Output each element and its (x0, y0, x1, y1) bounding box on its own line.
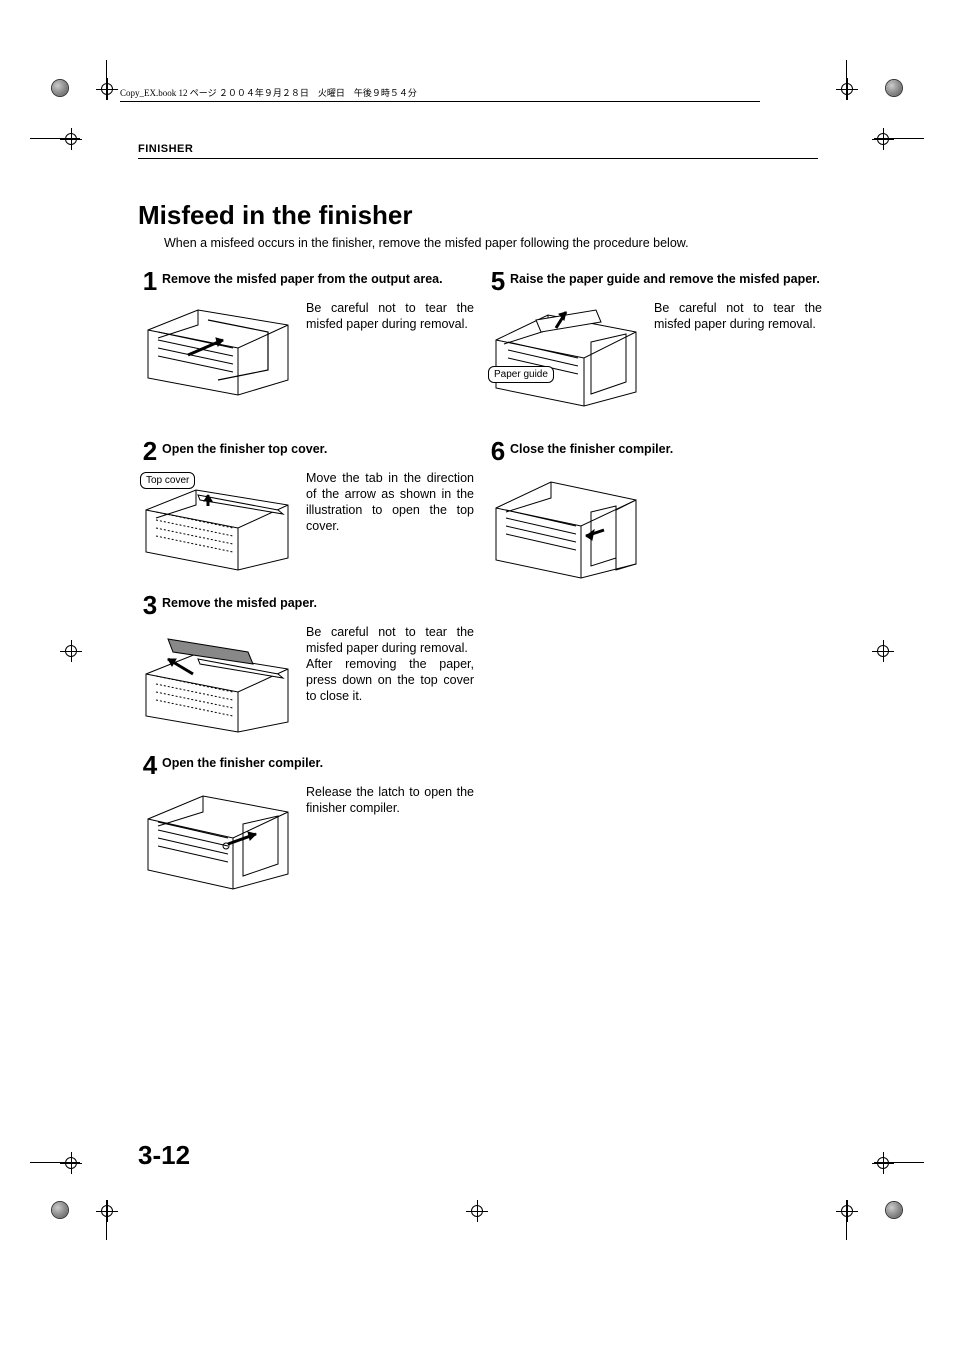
reg-mark-mid-center (466, 1200, 488, 1222)
reg-mark-mid-left (60, 640, 82, 662)
step-number: 2 (138, 438, 162, 464)
crop-line (106, 1200, 107, 1240)
step-4: 4 Open the finisher compiler. (138, 752, 474, 894)
figure-label: Paper guide (488, 366, 554, 383)
step-title: Open the finisher compiler. (162, 752, 323, 772)
step-text (654, 470, 822, 582)
crop-line (106, 60, 107, 100)
crop-line (874, 1162, 924, 1163)
step-figure (486, 470, 644, 582)
left-column: 1 Remove the misfed paper from the outpu… (138, 268, 474, 912)
step-figure: Paper guide (486, 300, 644, 408)
intro-text: When a misfeed occurs in the finisher, r… (164, 236, 689, 250)
crop-dot-bl (52, 1202, 68, 1218)
step-text: Be careful not to tear the misfed paper … (654, 300, 822, 408)
crop-line (846, 1200, 847, 1240)
step-number: 4 (138, 752, 162, 778)
crop-line (874, 138, 924, 139)
reg-mark-mid-left-bot (60, 1152, 82, 1174)
step-number: 3 (138, 592, 162, 618)
step-text: Be careful not to tear the misfed paper … (306, 624, 474, 734)
reg-mark-top-right (836, 78, 858, 100)
step-3: 3 Remove the misfed paper. (138, 592, 474, 734)
crop-dot-tl (52, 80, 68, 96)
step-text: Release the latch to open the finisher c… (306, 784, 474, 894)
page-title: Misfeed in the finisher (138, 200, 413, 231)
step-number: 1 (138, 268, 162, 294)
crop-line (846, 60, 847, 100)
reg-mark-bot-left (96, 1200, 118, 1222)
section-rule (138, 158, 818, 159)
crop-dot-tr (886, 80, 902, 96)
step-figure (138, 300, 296, 400)
step-text: Be careful not to tear the misfed paper … (306, 300, 474, 400)
page-number: 3-12 (138, 1140, 190, 1171)
step-number: 5 (486, 268, 510, 294)
step-2: 2 Open the finisher top cover. (138, 438, 474, 574)
step-figure (138, 784, 296, 894)
reg-mark-mid-left-top (60, 128, 82, 150)
step-text: Move the tab in the direction of the arr… (306, 470, 474, 574)
step-5: 5 Raise the paper guide and remove the m… (486, 268, 822, 408)
reg-mark-top-left (96, 78, 118, 100)
step-title: Open the finisher top cover. (162, 438, 327, 458)
step-title: Remove the misfed paper from the output … (162, 268, 443, 288)
section-label: FINISHER (138, 143, 193, 155)
step-figure: Top cover (138, 470, 296, 574)
step-title: Close the finisher compiler. (510, 438, 673, 458)
reg-mark-bot-right (836, 1200, 858, 1222)
crop-line (30, 138, 80, 139)
step-figure (138, 624, 296, 734)
crop-line (30, 1162, 80, 1163)
reg-mark-mid-right-bot (872, 1152, 894, 1174)
step-number: 6 (486, 438, 510, 464)
step-1: 1 Remove the misfed paper from the outpu… (138, 268, 474, 400)
crop-dot-br (886, 1202, 902, 1218)
step-title: Remove the misfed paper. (162, 592, 317, 612)
step-title: Raise the paper guide and remove the mis… (510, 268, 820, 288)
reg-mark-mid-right (872, 640, 894, 662)
reg-mark-mid-right-top (872, 128, 894, 150)
header-source-line: Copy_EX.book 12 ページ ２００４年９月２８日 火曜日 午後９時５… (120, 86, 760, 102)
figure-label: Top cover (140, 472, 195, 489)
step-6: 6 Close the finisher compiler. (486, 438, 822, 582)
right-column: 5 Raise the paper guide and remove the m… (486, 268, 822, 600)
